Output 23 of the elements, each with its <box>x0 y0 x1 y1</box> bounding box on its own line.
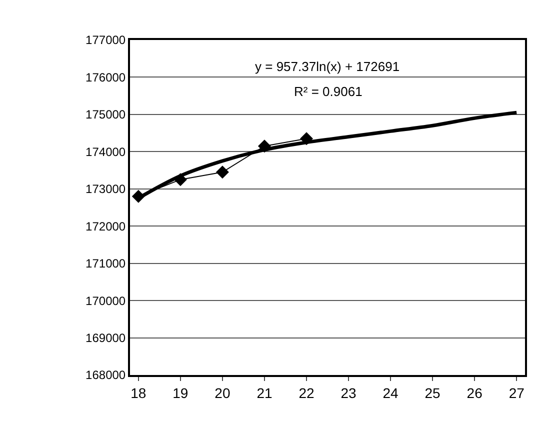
y-tick-label: 176000 <box>86 70 126 84</box>
y-tick-label: 177000 <box>86 33 126 48</box>
y-tick-label: 168000 <box>86 368 126 382</box>
x-tick-label: 20 <box>214 384 230 401</box>
x-tick-label: 23 <box>340 384 357 401</box>
x-tick-label: 19 <box>172 384 188 401</box>
y-tick-label: 173000 <box>86 182 126 196</box>
x-tick-label: 24 <box>382 384 399 401</box>
y-tick-label: 170000 <box>86 294 126 308</box>
x-tick-label: 18 <box>130 384 146 401</box>
point <box>216 166 229 179</box>
y-tick-label: 174000 <box>86 144 126 159</box>
x-tick-label: 22 <box>298 384 314 401</box>
y-tick-label: 172000 <box>86 219 126 234</box>
y-tick-label: 169000 <box>86 330 126 345</box>
x-tick-label: 25 <box>424 384 441 401</box>
x-tick-label: 27 <box>508 384 525 401</box>
annotation: y = 957.37ln(x) + 172691 <box>255 59 400 74</box>
annotation: R² = 0.9061 <box>294 84 362 99</box>
y-tick-label: 171000 <box>86 256 126 271</box>
x-tick-label: 21 <box>256 384 272 401</box>
x-tick-label: 26 <box>466 384 483 401</box>
y-tick-label: 175000 <box>86 108 126 122</box>
